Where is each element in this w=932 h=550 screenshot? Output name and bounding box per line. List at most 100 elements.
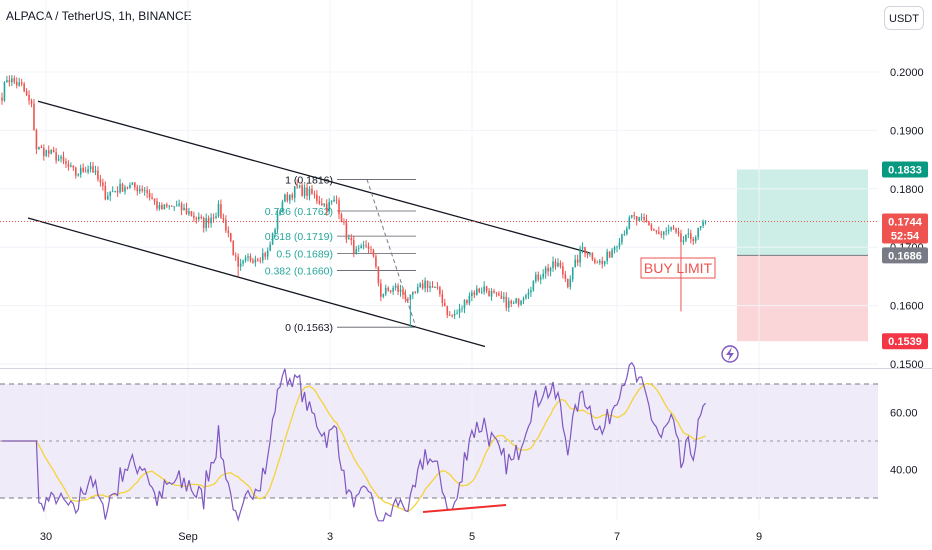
candle-25 [62, 151, 65, 165]
candle-body-57 [141, 189, 144, 191]
candle-body-27 [67, 163, 70, 167]
candle-103 [254, 255, 257, 267]
candle-42 [104, 181, 107, 201]
candle-274 [675, 227, 677, 235]
candle-body-84 [207, 218, 210, 224]
candle-54 [134, 182, 136, 191]
candle-body-236 [581, 247, 584, 249]
candle-127 [313, 190, 316, 199]
y-tick-label-4: 0.1600 [890, 301, 924, 313]
candle-body-241 [594, 259, 596, 263]
buy-limit-text: BUY LIMIT [644, 260, 713, 276]
candle-24 [60, 154, 62, 163]
candle-62 [153, 198, 156, 206]
candle-body-232 [571, 267, 574, 280]
candle-body-157 [387, 287, 390, 291]
candle-body-193 [475, 288, 478, 296]
candle-body-148 [365, 245, 367, 247]
candle-116 [286, 191, 289, 203]
candle-body-110 [271, 233, 274, 245]
candle-241 [594, 257, 596, 265]
candle-body-278 [685, 234, 687, 241]
candle-270 [665, 227, 667, 236]
candle-11 [28, 90, 30, 105]
candle-249 [613, 245, 616, 254]
candle-body-89 [220, 204, 222, 219]
stop-loss-badge: 0.1539 [882, 333, 928, 350]
candle-body-207 [510, 300, 513, 304]
candle-266 [655, 229, 658, 235]
candle-247 [608, 251, 611, 259]
candle-body-98 [242, 260, 244, 264]
rsi-tick-label-1: 40.00 [890, 465, 918, 477]
candle-148 [365, 240, 367, 248]
candle-body-4 [11, 78, 13, 83]
candle-240 [591, 252, 594, 262]
candle-186 [458, 303, 461, 319]
candle-226 [557, 258, 559, 268]
candle-body-101 [249, 256, 252, 261]
candle-282 [694, 235, 697, 244]
candle-70 [173, 206, 175, 212]
candle-50 [124, 184, 126, 195]
candle-108 [266, 247, 269, 260]
candle-body-122 [301, 185, 303, 196]
candle-32 [79, 164, 82, 178]
candle-body-271 [667, 229, 670, 231]
candle-body-229 [564, 274, 567, 279]
candle-215 [530, 286, 532, 297]
candle-body-7 [18, 82, 21, 86]
candle-221 [544, 265, 547, 279]
candle-37 [92, 161, 94, 174]
candle-body-106 [261, 253, 264, 261]
candle-10 [25, 88, 28, 97]
candle-28 [70, 162, 72, 168]
candle-body-74 [183, 208, 185, 211]
candle-112 [276, 209, 279, 233]
candle-body-264 [650, 225, 653, 230]
candle-269 [662, 231, 665, 240]
candle-body-248 [611, 250, 613, 258]
candle-130 [321, 198, 323, 206]
candle-body-265 [653, 229, 655, 231]
candle-89 [220, 199, 222, 219]
candle-198 [488, 288, 490, 297]
candle-144 [355, 246, 358, 255]
buy-limit-box [640, 257, 716, 279]
candle-body-211 [520, 300, 522, 305]
candle-39 [97, 166, 99, 182]
candle-8 [20, 78, 23, 87]
current-price-badge-text: 0.1744 [888, 217, 923, 229]
candle-16 [40, 144, 43, 149]
candle-body-67 [166, 204, 168, 207]
candle-body-275 [677, 231, 680, 234]
candle-body-76 [188, 211, 190, 214]
candle-body-138 [340, 214, 343, 223]
candle-body-272 [670, 227, 672, 230]
candle-160 [394, 282, 397, 291]
candle-173 [426, 280, 429, 293]
currency-button[interactable]: USDT [884, 6, 924, 30]
candle-body-77 [190, 211, 193, 216]
candle-60 [148, 189, 151, 201]
candle-242 [596, 260, 599, 264]
candle-95 [234, 252, 237, 261]
candle-body-97 [239, 263, 242, 267]
fib-label-0: 1 (0.1816) [285, 174, 333, 186]
candle-257 [633, 211, 636, 220]
candle-body-253 [623, 233, 626, 235]
candle-body-41 [102, 182, 104, 186]
candle-body-114 [281, 201, 284, 213]
candle-181 [446, 305, 449, 319]
candle-1 [3, 81, 6, 102]
candle-195 [480, 287, 483, 294]
candle-41 [102, 178, 104, 191]
candle-body-244 [601, 260, 604, 265]
candle-271 [667, 224, 670, 235]
candle-body-146 [360, 245, 362, 249]
candle-body-109 [269, 244, 271, 251]
candle-78 [193, 211, 195, 222]
candle-body-274 [675, 228, 677, 232]
candle-115 [284, 193, 286, 203]
